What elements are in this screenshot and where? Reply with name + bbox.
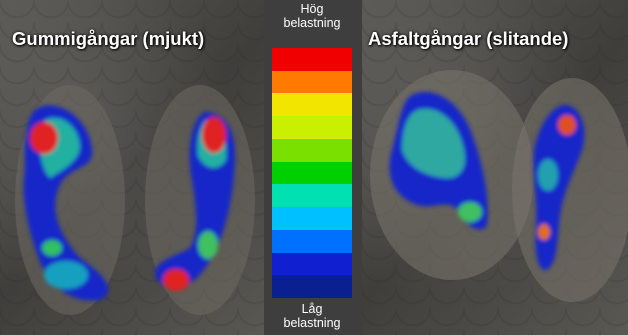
legend-low-label: Låg belastning — [262, 302, 362, 330]
legend-band-5 — [272, 161, 352, 185]
heatmap-hoof-4 — [533, 104, 585, 271]
heatmap-hoof-1 — [23, 105, 109, 301]
hoof-pressure-map-left — [15, 85, 255, 315]
hoof-pressure-map-right — [370, 70, 628, 302]
legend-band-9 — [272, 252, 352, 276]
legend-low-line2: belastning — [283, 316, 341, 330]
left-caption: Gummigångar (mjukt) — [12, 28, 205, 49]
legend-band-0 — [272, 48, 352, 71]
legend-band-10 — [272, 275, 352, 299]
color-legend-bar — [272, 48, 352, 299]
legend-band-2 — [272, 93, 352, 117]
legend-band-3 — [272, 116, 352, 139]
legend-band-1 — [272, 70, 352, 94]
legend-high-line2: belastning — [283, 16, 341, 30]
legend-band-4 — [272, 138, 352, 162]
legend-high-label: Hög belastning — [262, 2, 362, 30]
photo-rubber-walkway — [0, 0, 264, 335]
legend-band-6 — [272, 184, 352, 208]
legend-high-line1: Hög — [300, 2, 324, 16]
heatmap-hoof-2 — [154, 112, 236, 291]
photo-asphalt-walkway — [362, 0, 628, 335]
legend-band-7 — [272, 207, 352, 230]
legend-band-8 — [272, 229, 352, 253]
right-caption: Asfaltgångar (slitande) — [368, 28, 569, 49]
heatmap-hoof-3 — [389, 92, 488, 230]
legend-low-line1: Låg — [301, 302, 323, 316]
